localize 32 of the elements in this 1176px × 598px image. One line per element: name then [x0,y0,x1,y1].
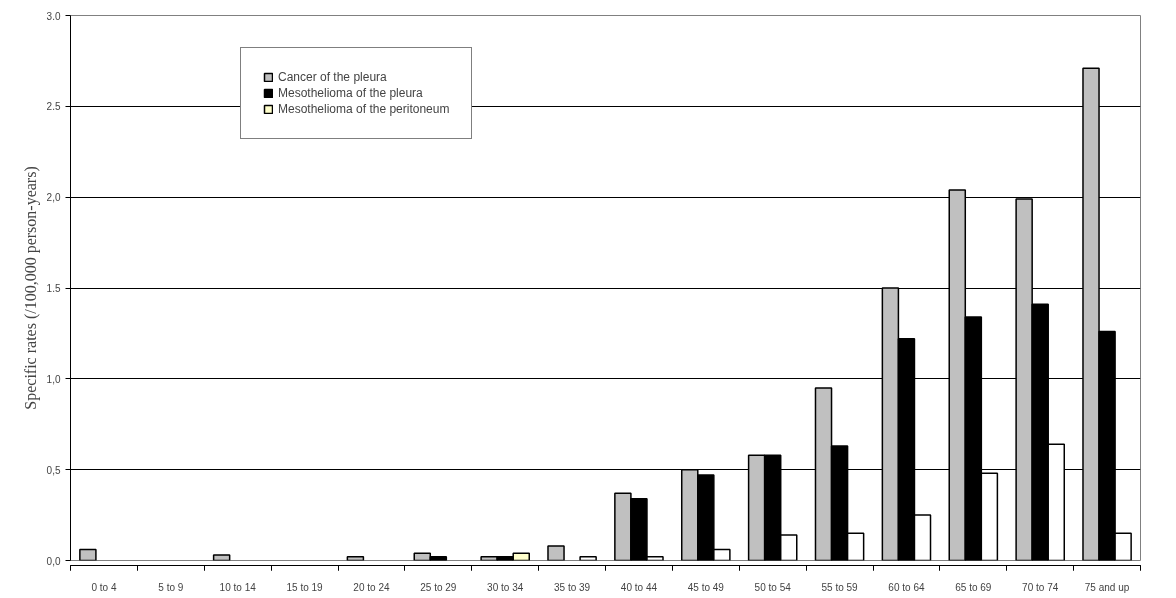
x-tick-label: 75 and up [1084,581,1130,593]
y-tick-label: 0,5 [46,464,61,476]
x-tick-label: 5 to 9 [158,581,184,593]
bar [346,556,365,561]
x-tick-label: 55 to 59 [821,581,859,593]
y-axis-title: Specific rates (/100,000 person-years) [21,166,40,410]
x-tick-label: 25 to 29 [420,581,457,593]
x-tick-label: 20 to 24 [353,581,390,593]
x-tick-label: 35 to 39 [553,581,591,593]
x-tick-label: 15 to 19 [286,581,324,593]
x-tick-label: 60 to 64 [888,581,925,593]
y-tick-label: 2.5 [46,101,61,113]
y-tick-label: 3.0 [46,10,61,22]
bar [547,545,565,561]
legend-label: Mesothelioma of the peritoneum [278,102,450,116]
x-tick-label: 0 to 4 [91,581,117,593]
y-tick-label: 1,0 [46,373,61,385]
bar [212,554,231,561]
x-tick-label: 10 to 14 [219,581,257,593]
x-tick-label: 70 to 74 [1022,581,1059,593]
x-tick-label: 65 to 69 [955,581,992,593]
x-tick-label: 40 to 44 [620,581,658,593]
bar [579,556,597,561]
legend-label: Mesothelioma of the pleura [278,86,423,100]
legend-label: Cancer of the pleura [278,70,387,84]
x-tick-label: 50 to 54 [754,581,792,593]
bar [79,548,97,561]
y-tick-label: 0,0 [46,555,61,567]
x-tick-label: 45 to 49 [687,581,725,593]
y-tick-label: 1.5 [46,283,61,294]
x-tick-label: 30 to 34 [487,581,524,593]
y-tick-label: 2,0 [46,192,61,204]
